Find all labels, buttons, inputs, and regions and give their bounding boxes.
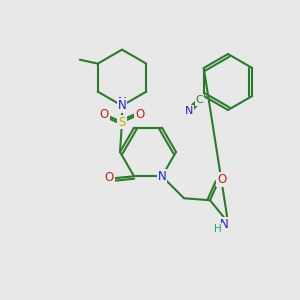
Text: O: O [99, 107, 109, 121]
Text: C: C [196, 95, 203, 105]
Text: O: O [218, 173, 226, 186]
Text: H: H [214, 224, 222, 234]
Text: S: S [118, 116, 126, 128]
Text: N: N [158, 170, 166, 183]
Text: N: N [118, 99, 126, 112]
Text: N: N [220, 218, 228, 231]
Text: O: O [135, 107, 145, 121]
Text: N: N [185, 106, 193, 116]
Text: O: O [104, 171, 114, 184]
Text: N: N [118, 95, 126, 109]
